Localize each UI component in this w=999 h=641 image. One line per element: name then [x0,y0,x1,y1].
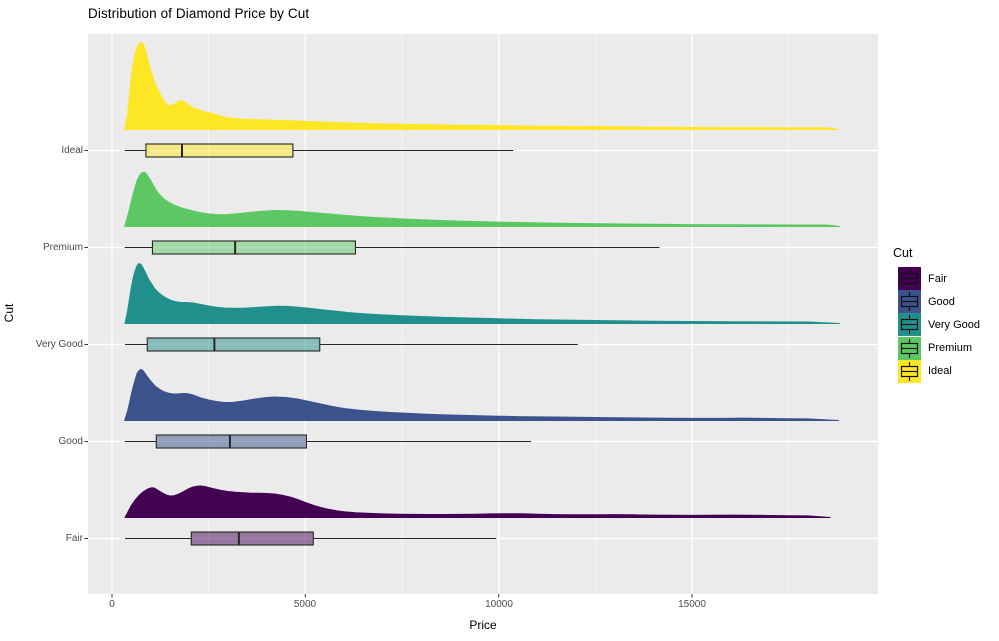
boxplot-key-icon [898,313,921,337]
boxplot-box-very-good [146,337,321,352]
x-axis-tick-label: 5000 [293,599,317,610]
y-axis-category-label: Ideal [61,145,83,156]
legend-item: Premium [898,336,998,360]
legend-item: Good [898,290,998,314]
density-ridge-fair [124,485,831,518]
legend-item: Ideal [898,359,998,383]
y-axis-category-label: Good [58,436,83,447]
density-ridge-premium [124,172,841,227]
boxplot-key-icon [898,290,921,314]
x-axis-tick-label: 0 [109,599,115,610]
legend: Cut Fair Good Very Good Premium Ideal [893,246,998,383]
density-ridge-ideal [124,42,840,130]
y-axis-category-label: Premium [42,242,83,253]
boxplot-box-ideal [145,143,294,158]
density-ridge-very-good [124,263,841,324]
boxplot-box-premium [151,240,356,255]
boxplot-key-icon [898,336,921,360]
legend-item-label: Fair [928,272,947,285]
y-axis-category-label: Very Good [35,339,83,350]
boxplot-box-fair [190,531,314,546]
boxplot-key-icon [898,359,921,383]
y-axis-category-label: Fair [65,533,83,544]
legend-item: Very Good [898,313,998,337]
legend-item-label: Good [928,295,955,308]
x-axis-tick-label: 10000 [485,599,513,610]
x-axis-title: Price [469,618,497,632]
legend-title: Cut [893,246,913,260]
chart-title: Distribution of Diamond Price by Cut [88,6,310,21]
y-axis-title: Cut [2,303,16,323]
density-ridge-good [124,369,839,421]
boxplot-key-icon [898,267,921,291]
legend-item-label: Ideal [928,365,952,378]
legend-item: Fair [898,267,998,291]
x-axis-tick-label: 15000 [678,599,706,610]
legend-item-label: Very Good [928,318,980,331]
boxplot-box-good [155,434,307,449]
legend-item-label: Premium [928,342,973,355]
